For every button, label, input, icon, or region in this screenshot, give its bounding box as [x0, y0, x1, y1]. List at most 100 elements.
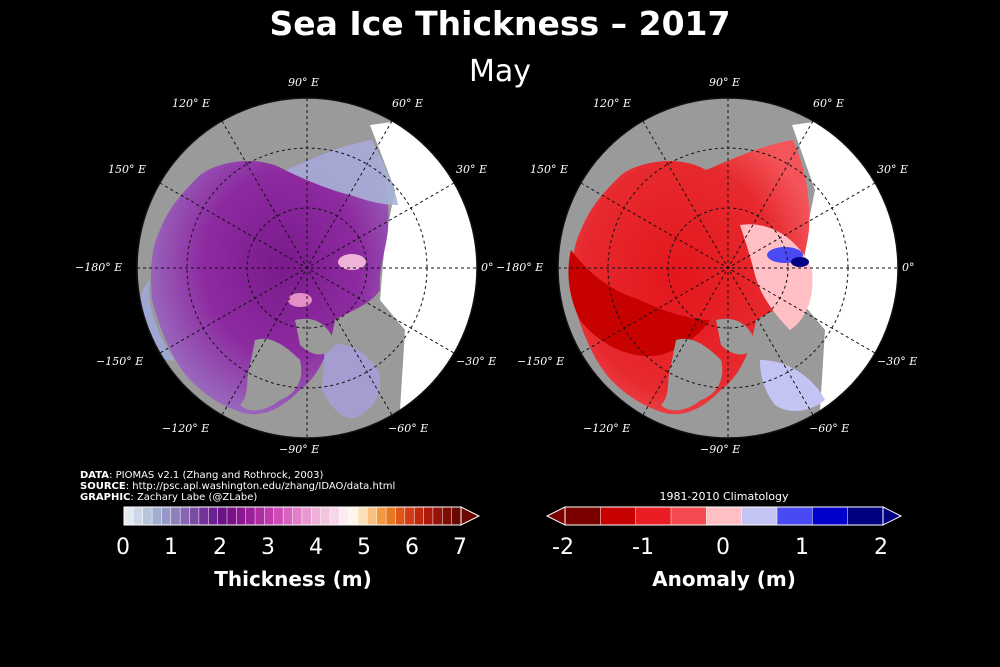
left-label-m60e: −60° E [388, 422, 429, 435]
right-strong-negative [568, 250, 710, 356]
anomaly-swatch [670, 506, 708, 526]
right-label-m90e: −90° E [700, 443, 741, 456]
thickness-arrow-right [460, 506, 481, 526]
thickness-tick-4: 4 [309, 535, 323, 560]
left-label-90e: 90° E [288, 76, 320, 89]
thickness-swatch [413, 506, 425, 526]
anomaly-colorbar [545, 506, 903, 526]
thickness-swatch [282, 506, 294, 526]
right-baffin-positive [760, 360, 825, 412]
thickness-swatch [264, 506, 275, 526]
thickness-swatch [142, 506, 153, 526]
thickness-colorbar-label: Thickness (m) [214, 567, 372, 591]
left-label-m30e: −30° E [456, 355, 497, 368]
thickness-swatch [320, 506, 331, 526]
thickness-swatch [273, 506, 284, 526]
thickness-swatch [198, 506, 209, 526]
thickness-swatch [357, 506, 369, 526]
left-thick-ice-patch [338, 254, 366, 270]
thickness-swatch [236, 506, 247, 526]
thickness-tick-0: 0 [116, 535, 130, 560]
thickness-swatch [208, 506, 219, 526]
right-label-120e: 120° E [593, 97, 632, 110]
anomaly-arrow-right [882, 506, 903, 526]
thickness-swatch [170, 506, 181, 526]
thickness-colorbar [123, 506, 481, 526]
thickness-swatch [451, 506, 462, 526]
thickness-tick-1: 1 [164, 535, 178, 560]
thickness-swatch [161, 506, 172, 526]
thickness-swatch [367, 506, 378, 526]
thickness-tick-3: 3 [261, 535, 275, 560]
right-label-0: 0° [902, 261, 915, 274]
thickness-swatch [217, 506, 228, 526]
anomaly-swatch [564, 506, 602, 526]
left-thin-ice-baffin [322, 343, 381, 419]
anomaly-swatch [600, 506, 637, 526]
anomaly-swatch [776, 506, 814, 526]
credit-source-value: : http://psc.apl.washington.edu/zhang/ID… [125, 481, 396, 492]
credit-data-key: DATA [80, 470, 110, 481]
anomaly-swatch [812, 506, 849, 526]
right-label-60e: 60° E [813, 97, 845, 110]
thickness-swatch [376, 506, 387, 526]
thickness-map [136, 97, 478, 439]
right-label-90e: 90° E [709, 76, 741, 89]
left-thick-ice-patch-2 [288, 293, 312, 307]
anomaly-swatch [635, 506, 672, 526]
left-label-120e: 120° E [172, 97, 211, 110]
left-label-180e: −180° E [75, 261, 123, 274]
thickness-swatch [179, 506, 191, 526]
right-label-m60e: −60° E [809, 422, 850, 435]
thickness-swatch [423, 506, 434, 526]
thickness-swatch [151, 506, 163, 526]
left-label-0: 0° [481, 261, 494, 274]
thickness-tick-7: 7 [453, 535, 467, 560]
thickness-swatch [301, 506, 312, 526]
anomaly-tick-m1: -1 [632, 535, 654, 560]
thickness-swatch [226, 506, 238, 526]
map-title: Sea Ice Thickness – 2017 [269, 4, 731, 43]
thickness-swatch [245, 506, 256, 526]
map-subtitle: May [468, 54, 532, 89]
anomaly-colorbar-caption: 1981-2010 Climatology [659, 490, 789, 503]
thickness-swatch [348, 506, 359, 526]
right-label-m30e: −30° E [877, 355, 918, 368]
thickness-swatch [339, 506, 350, 526]
thickness-swatch [189, 506, 200, 526]
left-label-m90e: −90° E [279, 443, 320, 456]
left-label-m150e: −150° E [96, 355, 144, 368]
left-thin-ice-west [139, 280, 175, 361]
left-map-border [136, 97, 478, 439]
credit-graphic-value: : Zachary Labe (@ZLabe) [130, 492, 258, 503]
thickness-swatch [310, 506, 322, 526]
right-map-border [557, 97, 899, 439]
anomaly-tick-m2: -2 [552, 535, 574, 560]
left-label-150e: 150° E [108, 163, 147, 176]
anomaly-arrow-left [545, 506, 566, 526]
right-strong-positive [791, 257, 809, 267]
anomaly-tick-0: 0 [716, 535, 730, 560]
right-label-150e: 150° E [530, 163, 569, 176]
thickness-swatch [292, 506, 303, 526]
credit-graphic-key: GRAPHIC [80, 492, 131, 503]
left-label-30e: 30° E [456, 163, 488, 176]
thickness-tick-5: 5 [357, 535, 371, 560]
left-label-m120e: −120° E [162, 422, 210, 435]
thickness-outline [123, 506, 462, 526]
thickness-tick-6: 6 [405, 535, 419, 560]
thickness-swatch [395, 506, 406, 526]
thickness-swatch [329, 506, 341, 526]
anomaly-colorbar-label: Anomaly (m) [652, 567, 796, 591]
thickness-swatch [123, 506, 135, 526]
right-label-m120e: −120° E [583, 422, 631, 435]
anomaly-tick-2: 2 [874, 535, 888, 560]
thickness-swatch [442, 506, 453, 526]
thickness-swatch [133, 506, 144, 526]
anomaly-outline [564, 506, 884, 526]
thickness-swatch [432, 506, 444, 526]
thickness-tick-2: 2 [213, 535, 227, 560]
thickness-swatch [254, 506, 266, 526]
right-label-m150e: −150° E [517, 355, 565, 368]
